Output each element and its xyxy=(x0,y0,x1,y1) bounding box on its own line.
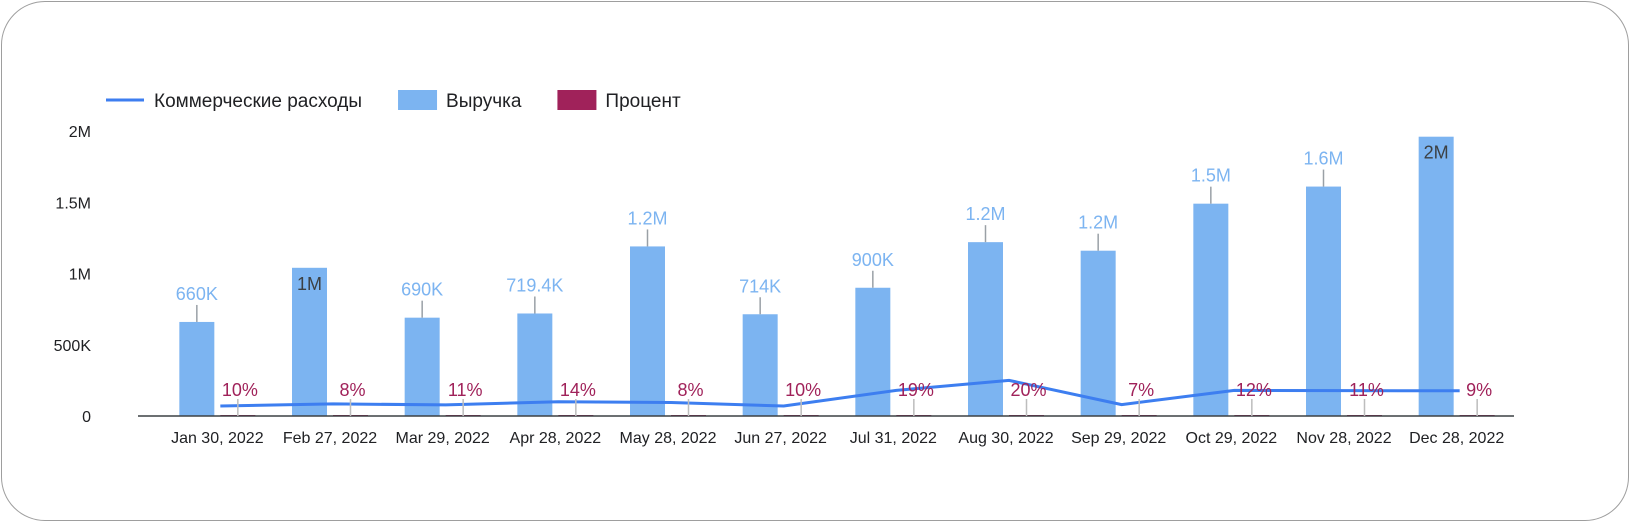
bar-revenue[interactable] xyxy=(1306,186,1341,416)
bar-revenue[interactable] xyxy=(292,267,327,416)
legend-entry[interactable]: Процент xyxy=(605,91,681,112)
bar-revenue[interactable] xyxy=(517,313,553,416)
x-tick-label: Dec 28, 2022 xyxy=(1409,430,1504,447)
bar-data-label: 1.6M xyxy=(1303,149,1343,169)
percent-data-label: 8% xyxy=(677,380,703,400)
percent-data-label: 9% xyxy=(1466,380,1492,400)
x-tick-label: Aug 30, 2022 xyxy=(958,430,1053,447)
x-axis: Jan 30, 2022 Feb 27, 2022 Mar 29, 2022 Apr … xyxy=(138,415,1514,447)
bar-data-label: 900K xyxy=(852,250,894,270)
y-tick-label: 1M xyxy=(69,267,91,284)
legend-bar-swatch xyxy=(398,90,438,110)
bar-revenue[interactable] xyxy=(968,242,1003,416)
percent-data-label: 7% xyxy=(1128,380,1154,400)
bar-revenue[interactable] xyxy=(1193,203,1229,416)
x-tick-label: May 28, 2022 xyxy=(620,430,717,447)
bar-revenue[interactable] xyxy=(404,317,440,416)
legend: Коммерческие расходы Выручка Процент xyxy=(106,90,681,112)
x-tick-label: Feb 27, 2022 xyxy=(283,430,377,447)
y-tick-label: 0 xyxy=(82,409,91,426)
x-tick-label: Apr 28, 2022 xyxy=(510,430,602,447)
percent-data-label: 12% xyxy=(1236,380,1272,400)
bar-data-label: 719.4K xyxy=(506,275,563,295)
percent-data-label: 14% xyxy=(560,380,596,400)
bar-data-label: 660K xyxy=(176,284,218,304)
bar-data-label: 1.5M xyxy=(1191,166,1231,186)
legend-entry[interactable]: Выручка xyxy=(446,91,522,112)
y-tick-label: 2M xyxy=(69,124,91,141)
bar-revenue[interactable] xyxy=(1080,250,1116,416)
bars xyxy=(179,136,1495,416)
bar-data-label: 1.2M xyxy=(627,208,667,228)
line-series xyxy=(220,378,1460,408)
bar-revenue[interactable] xyxy=(1418,136,1454,416)
percent-data-label: 8% xyxy=(339,380,365,400)
bar-revenue[interactable] xyxy=(179,321,215,416)
percent-data-label: 20% xyxy=(1010,380,1046,400)
bar-data-label: 1.2M xyxy=(1078,213,1118,233)
x-tick-label: Mar 29, 2022 xyxy=(396,430,490,447)
y-tick-label: 1.5M xyxy=(55,195,91,212)
legend-entry[interactable]: Коммерческие расходы xyxy=(154,91,362,112)
y-tick-label: 500K xyxy=(54,338,92,355)
y-axis: 0 500K 1M 1.5M 2M xyxy=(54,124,92,426)
x-tick-label: Jul 31, 2022 xyxy=(850,430,937,447)
x-tick-label: Oct 29, 2022 xyxy=(1186,430,1278,447)
x-tick-label: Sep 29, 2022 xyxy=(1071,430,1166,447)
bar-data-label: 1.2M xyxy=(965,204,1005,224)
x-tick-label: Jun 27, 2022 xyxy=(734,430,827,447)
x-tick-label: Jan 30, 2022 xyxy=(171,430,264,447)
percent-data-label: 11% xyxy=(448,380,483,400)
x-tick-label: Nov 28, 2022 xyxy=(1296,430,1391,447)
bar-data-label: 690K xyxy=(401,280,443,300)
percent-data-label: 10% xyxy=(785,380,821,400)
percent-data-label: 11% xyxy=(1349,380,1384,400)
bar-data-label: 714K xyxy=(739,276,781,296)
legend-bar-swatch xyxy=(557,90,597,110)
line-commercial-expenses[interactable] xyxy=(220,378,1460,408)
percent-data-label: 19% xyxy=(898,380,934,400)
bar-revenue[interactable] xyxy=(630,246,665,416)
bar-data-label: 1M xyxy=(297,274,322,294)
data-labels: 660K 10% 1M 8% 690K 11% 719.4K 14% 1.2M 8% 714K 10%… xyxy=(176,143,1492,416)
bar-revenue[interactable] xyxy=(742,314,778,416)
bar-data-label: 2M xyxy=(1424,143,1449,163)
percent-data-label: 10% xyxy=(222,380,258,400)
